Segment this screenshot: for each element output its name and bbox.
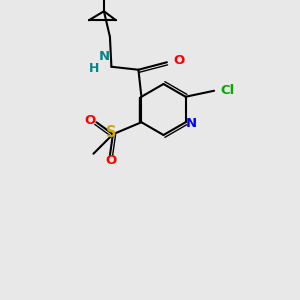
Text: H: H bbox=[89, 62, 99, 75]
Text: N: N bbox=[98, 50, 110, 63]
Text: O: O bbox=[106, 154, 117, 167]
Text: O: O bbox=[173, 54, 184, 67]
Text: O: O bbox=[85, 114, 96, 127]
Text: Cl: Cl bbox=[220, 84, 234, 97]
Text: S: S bbox=[106, 125, 117, 140]
Text: N: N bbox=[185, 117, 197, 130]
